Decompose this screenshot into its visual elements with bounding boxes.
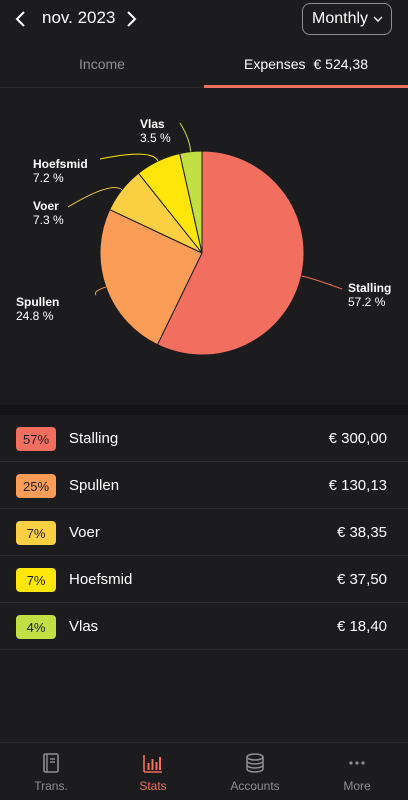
chevron-left-icon: [15, 11, 25, 27]
current-month: nov. 2023: [42, 8, 116, 27]
category-amount: € 18,40: [336, 618, 387, 635]
category-row-voer[interactable]: 7% Voer € 38,35: [0, 509, 408, 556]
next-month-button[interactable]: [118, 6, 144, 32]
chevron-right-icon: [127, 11, 137, 27]
pie-leader-line-spullen: [94, 286, 106, 296]
category-amount: € 38,35: [336, 524, 387, 541]
pie-label-name: Hoefsmid: [33, 157, 88, 171]
pie-leader-line-voer: [67, 187, 123, 208]
category-name: Spullen: [69, 477, 120, 494]
pie-label-name: Stalling: [348, 281, 392, 295]
prev-month-button[interactable]: [8, 6, 34, 32]
period-dropdown[interactable]: Monthly: [302, 3, 392, 35]
more-dots-icon: [349, 761, 365, 765]
chevron-down-icon: [373, 16, 383, 22]
category-row-vlas[interactable]: 4% Vlas € 18,40: [0, 603, 408, 650]
top-header: nov. 2023 Monthly: [0, 0, 408, 40]
pie-leader-line-vlas: [179, 122, 192, 152]
nav-accounts-label: Accounts: [230, 779, 280, 793]
pie-label-voer: Voer 7.3 %: [33, 199, 64, 227]
period-label: Monthly: [312, 10, 369, 27]
category-amount: € 130,13: [328, 477, 387, 494]
tab-expenses-label: Expenses: [244, 56, 306, 72]
pie-slice-spullen[interactable]: [99, 208, 203, 346]
active-tab-indicator: [204, 85, 408, 88]
nav-stats[interactable]: Stats: [102, 743, 204, 800]
nav-more[interactable]: More: [306, 743, 408, 800]
pie-label-vlas: Vlas 3.5 %: [140, 117, 171, 145]
nav-trans-label: Trans.: [34, 779, 68, 793]
category-percent-badge: 57%: [16, 427, 56, 451]
pie-label-stalling: Stalling 57.2 %: [348, 281, 391, 309]
pie-label-hoefsmid: Hoefsmid 7.2 %: [33, 157, 88, 185]
pie-label-percent: 57.2 %: [348, 295, 386, 309]
pie-leader-line-hoefsmid: [99, 153, 159, 162]
category-list: 57% Stalling € 300,00 25% Spullen € 130,13 7% V…: [0, 415, 408, 650]
category-amount: € 37,50: [336, 571, 387, 588]
tab-expenses-total: € 524,38: [313, 56, 368, 72]
income-expense-tabs: Income Expenses € 524,38: [0, 40, 408, 88]
category-amount: € 300,00: [328, 430, 387, 447]
nav-more-label: More: [343, 779, 371, 793]
pie-chart: Stalling 57.2 % Spullen 24.8 % Voer 7.3 % Hoef…: [0, 89, 408, 407]
pie-label-percent: 7.3 %: [33, 213, 64, 227]
category-row-spullen[interactable]: 25% Spullen € 130,13: [0, 462, 408, 509]
coins-icon: [246, 753, 264, 773]
pie-label-spullen: Spullen 24.8 %: [16, 295, 59, 323]
tab-expenses[interactable]: Expenses € 524,38: [204, 40, 408, 88]
pie-leader-line-stalling: [301, 275, 343, 290]
category-row-stalling[interactable]: 57% Stalling € 300,00: [0, 415, 408, 462]
pie-chart-svg: [67, 122, 343, 356]
section-divider: [0, 405, 408, 415]
nav-stats-label: Stats: [139, 779, 167, 793]
category-percent-badge: 25%: [16, 474, 56, 498]
category-row-hoefsmid[interactable]: 7% Hoefsmid € 37,50: [0, 556, 408, 603]
category-name: Hoefsmid: [69, 571, 133, 588]
bottom-navigation: Trans. Stats Accounts More: [0, 742, 408, 800]
category-name: Vlas: [69, 618, 99, 635]
category-percent-badge: 7%: [16, 568, 56, 592]
pie-label-percent: 3.5 %: [140, 131, 171, 145]
pie-label-name: Vlas: [140, 117, 165, 131]
book-icon: [43, 753, 59, 773]
tab-income-label: Income: [79, 56, 125, 72]
category-name: Stalling: [69, 430, 119, 447]
pie-label-name: Spullen: [16, 295, 60, 309]
category-percent-badge: 4%: [16, 615, 56, 639]
nav-accounts[interactable]: Accounts: [204, 743, 306, 800]
pie-label-name: Voer: [33, 199, 59, 213]
tab-income[interactable]: Income: [0, 40, 204, 88]
nav-trans[interactable]: Trans.: [0, 743, 102, 800]
pie-label-percent: 7.2 %: [33, 171, 64, 185]
category-name: Voer: [69, 524, 100, 541]
category-percent-badge: 7%: [16, 521, 56, 545]
pie-label-percent: 24.8 %: [16, 309, 54, 323]
bar-chart-icon: [143, 755, 162, 773]
